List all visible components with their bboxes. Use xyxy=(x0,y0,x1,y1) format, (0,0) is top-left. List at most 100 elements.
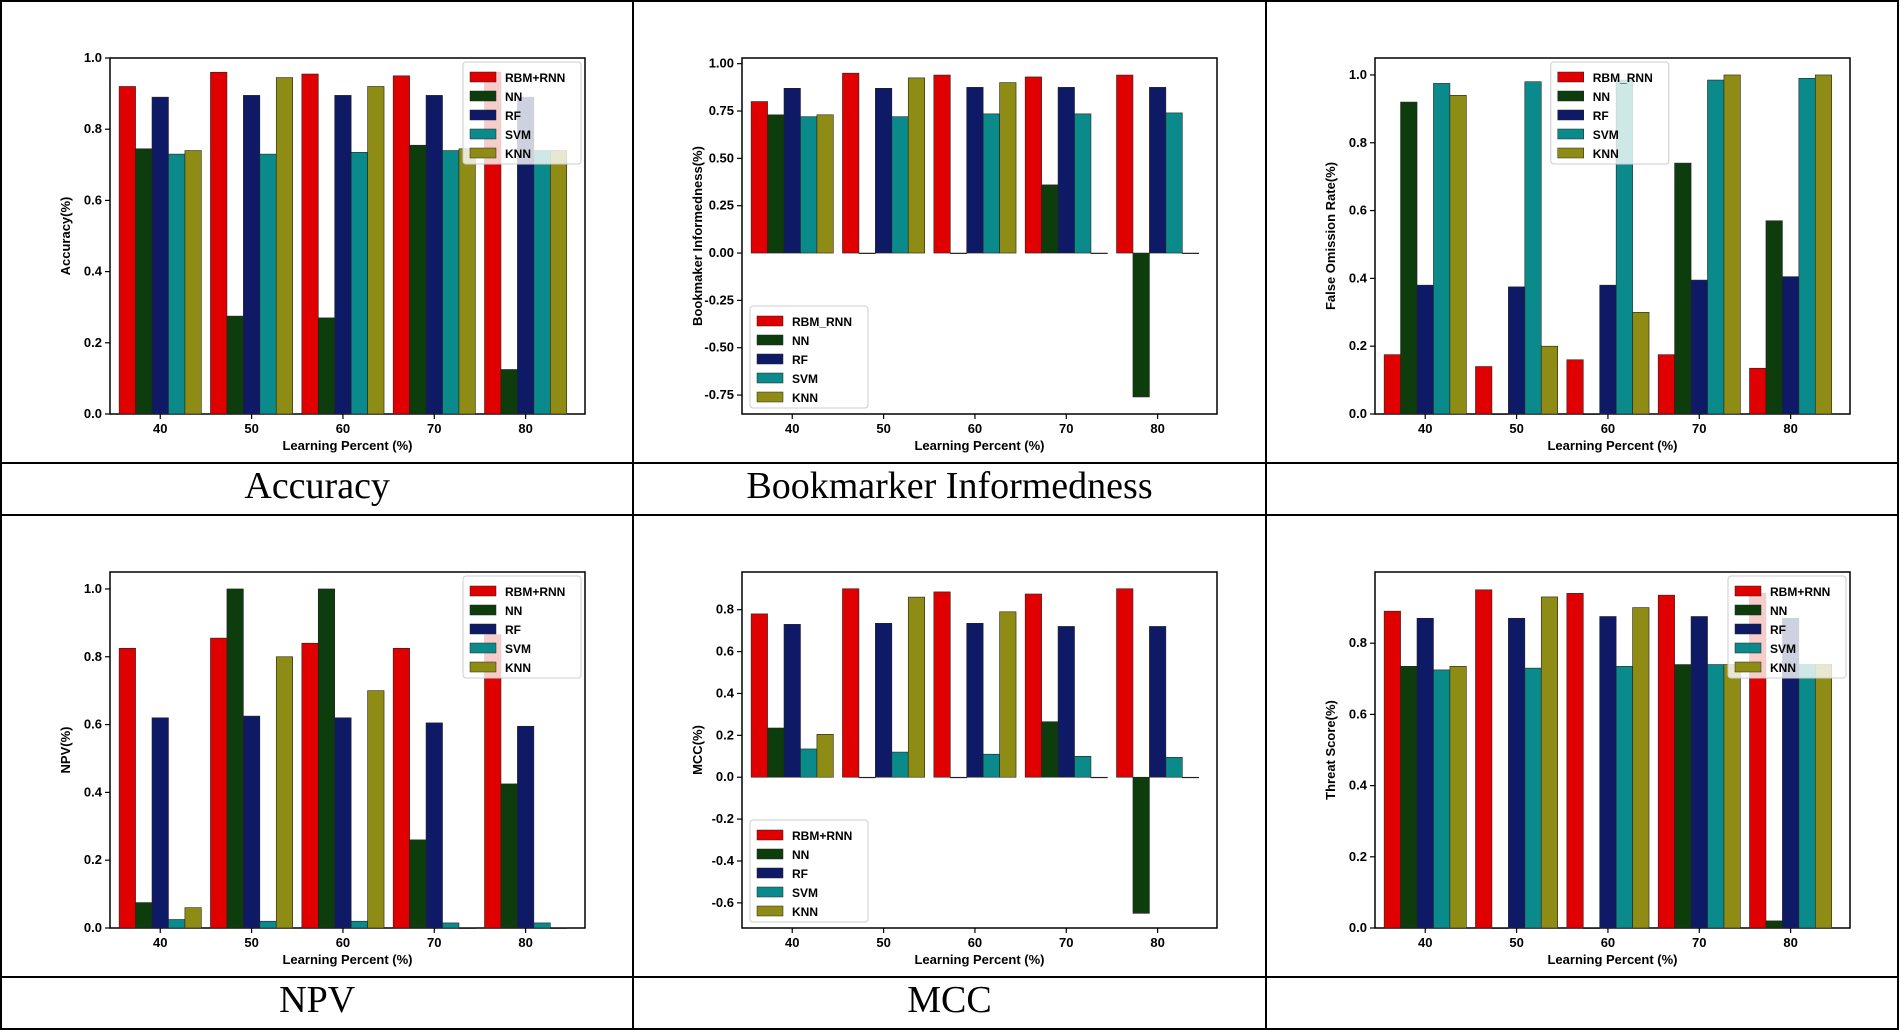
legend-swatch xyxy=(757,353,784,365)
y-tick-label: 0.4 xyxy=(1349,778,1368,793)
y-tick-label: 0.0 xyxy=(1349,920,1367,935)
bar-svm xyxy=(1524,81,1542,415)
legend-swatch xyxy=(469,71,497,83)
legend-swatch xyxy=(1734,604,1761,616)
bar-svm xyxy=(891,116,909,254)
legend-label: NN xyxy=(1592,90,1609,104)
bar-rf xyxy=(784,87,802,254)
bar-nn xyxy=(858,776,876,779)
x-tick-label: 70 xyxy=(427,421,441,436)
bar-rf xyxy=(875,623,893,778)
bar-svm xyxy=(350,152,368,415)
x-tick-label: 60 xyxy=(1600,935,1614,950)
panel-bookmaker-informedness: 1.00 0.75 0.50 0.25 0.00 -0.25 -0.50 -0.75 40 50 6… xyxy=(632,0,1267,464)
y-tick-label: 0.0 xyxy=(716,769,734,784)
bar-rf xyxy=(1416,284,1434,415)
bar-rf xyxy=(243,95,261,415)
bar-rbm-rnn xyxy=(751,613,769,778)
bar-nn xyxy=(226,315,244,415)
legend-swatch xyxy=(757,905,784,917)
legend: RBM+RNN NN RF SVM KNN xyxy=(462,575,582,679)
bar-rbm-rnn xyxy=(1657,354,1675,415)
x-tick-label: 70 xyxy=(1059,421,1073,436)
bar-rbm-rnn xyxy=(118,647,136,929)
legend-label: KNN xyxy=(505,661,531,675)
y-tick-label: 0.0 xyxy=(1349,406,1367,421)
legend: RBM_RNN NN RF SVM KNN xyxy=(749,305,869,409)
bar-rf xyxy=(1507,617,1525,929)
legend-swatch xyxy=(469,109,497,121)
bar-nn xyxy=(409,839,427,929)
x-axis-label: Learning Percent (%) xyxy=(1547,438,1677,453)
bar-rf xyxy=(966,623,984,778)
legend-swatch xyxy=(469,128,497,140)
x-tick-label: 60 xyxy=(968,421,982,436)
legend-label: RBM+RNN xyxy=(792,829,852,843)
bar-rf xyxy=(875,87,893,254)
bar-svm xyxy=(1798,664,1816,929)
y-tick-label: 0.8 xyxy=(84,121,102,136)
bar-nn xyxy=(1041,721,1059,778)
bar-svm xyxy=(259,920,277,929)
bar-rf xyxy=(334,95,352,415)
y-tick-label: -0.25 xyxy=(705,292,735,307)
bar-knn xyxy=(1182,776,1200,779)
bar-rbm-rnn xyxy=(392,647,410,929)
bar-rbm-rnn xyxy=(301,642,319,929)
y-tick-label: 1.0 xyxy=(84,581,102,596)
bar-nn xyxy=(135,148,153,415)
legend-swatch xyxy=(469,623,497,635)
caption-empty-1 xyxy=(1264,462,1900,516)
legend-swatch xyxy=(757,315,784,327)
x-tick-label: 60 xyxy=(336,421,350,436)
y-tick-label: 0.25 xyxy=(709,198,734,213)
bar-svm xyxy=(1798,78,1816,415)
bar-rbm-rnn xyxy=(1474,366,1492,415)
bar-knn xyxy=(999,82,1017,254)
bar-knn xyxy=(184,150,202,415)
bar-nn xyxy=(1132,776,1151,914)
bar-nn xyxy=(1491,927,1509,929)
y-axis-label: False Omission Rate(%) xyxy=(1323,162,1338,310)
bar-nn xyxy=(1673,162,1692,415)
x-tick-label: 50 xyxy=(1509,421,1523,436)
bar-nn xyxy=(1582,413,1600,415)
bar-svm xyxy=(350,920,368,929)
x-tick-label: 60 xyxy=(336,935,350,950)
y-tick-label: 0.75 xyxy=(709,103,734,118)
legend-label: SVM xyxy=(1592,128,1618,142)
bar-rbm-rnn xyxy=(933,74,951,254)
bar-svm xyxy=(1615,666,1633,929)
bar-rf xyxy=(151,717,169,929)
legend-swatch xyxy=(469,585,497,597)
bar-rbm-rnn xyxy=(1383,354,1401,415)
bar-knn xyxy=(367,690,385,929)
y-tick-label: 0.8 xyxy=(84,649,102,664)
bar-knn xyxy=(458,927,476,929)
bar-svm xyxy=(442,922,460,929)
bar-rbm-rnn xyxy=(1474,589,1492,929)
y-tick-label: 0.6 xyxy=(84,717,102,732)
caption-npv: NPV xyxy=(0,976,635,1030)
x-tick-label: 80 xyxy=(1151,935,1165,950)
x-axis-label: Learning Percent (%) xyxy=(282,952,412,967)
caption-mcc: MCC xyxy=(632,976,1267,1030)
legend-label: NN xyxy=(792,334,809,348)
bar-svm xyxy=(1706,664,1724,929)
x-axis-label: Learning Percent (%) xyxy=(1547,952,1677,967)
bar-svm xyxy=(168,153,186,415)
bar-rbm-rnn xyxy=(933,591,951,778)
y-axis-label: Threat Score(%) xyxy=(1323,700,1338,800)
y-tick-label: 0.4 xyxy=(84,264,103,279)
bar-knn xyxy=(275,77,293,415)
bar-knn xyxy=(1631,607,1649,929)
chart-threat-score: 0.0 0.2 0.4 0.6 0.8 40 50 60 70 80 Learning Percen… xyxy=(1323,571,1851,967)
bar-knn xyxy=(1540,596,1558,929)
bar-knn xyxy=(1723,74,1741,415)
bar-nn xyxy=(500,369,518,415)
bar-knn xyxy=(1814,664,1832,929)
bar-rf xyxy=(1690,616,1708,929)
bar-svm xyxy=(1074,755,1092,778)
legend-label: KNN xyxy=(505,147,531,161)
